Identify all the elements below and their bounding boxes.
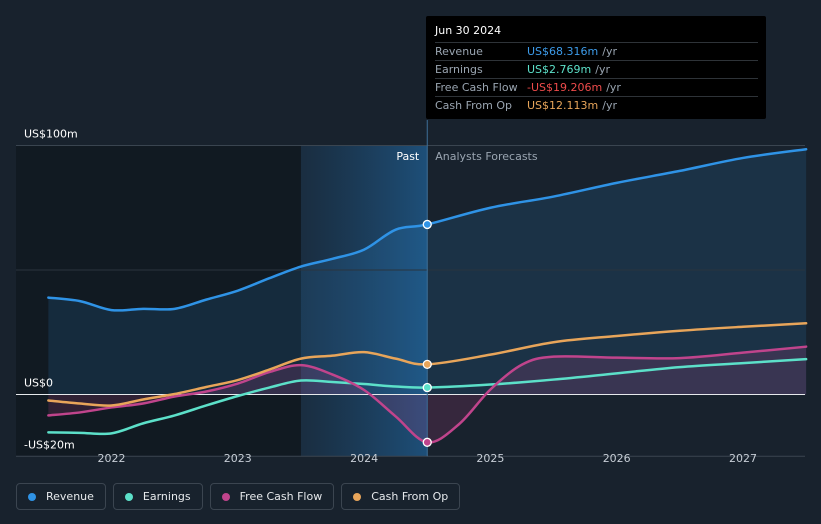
tooltip-row-revenue: Revenue US$68.316m /yr: [435, 42, 758, 60]
tooltip-row-cash-from-op: Cash From Op US$12.113m /yr: [435, 96, 758, 114]
legend-label: Cash From Op: [371, 490, 449, 503]
past-highlight-band: [300, 145, 428, 457]
tooltip-label: Revenue: [435, 45, 483, 58]
x-tick-label: 2027: [729, 452, 757, 465]
highlight-point-revenue: [422, 219, 432, 230]
tooltip-unit: /yr: [606, 81, 621, 94]
legend-dot-icon: [353, 492, 362, 501]
legend-item-free-cash-flow[interactable]: Free Cash Flow: [209, 483, 335, 510]
highlight-point-earnings: [422, 382, 432, 393]
legend-label: Revenue: [46, 490, 94, 503]
y-axis-label: US$0: [24, 377, 53, 390]
highlight-point-free-cash-flow: [422, 437, 432, 447]
legend-label: Free Cash Flow: [239, 490, 323, 503]
tooltip-unit: /yr: [602, 45, 617, 58]
tooltip-label: Earnings: [435, 63, 483, 76]
legend-dot-icon: [221, 492, 230, 501]
past-background: [16, 145, 301, 457]
tooltip-value: US$2.769m: [527, 63, 592, 76]
x-tick-label: 2026: [603, 452, 631, 465]
legend-dot-icon: [124, 492, 133, 501]
chart-legend: Revenue Earnings Free Cash Flow Cash Fro…: [16, 483, 461, 510]
highlight-point-cash-from-op: [422, 359, 432, 370]
series-line-revenue: [47, 147, 808, 312]
y-axis-label: US$100m: [24, 128, 78, 141]
legend-item-earnings[interactable]: Earnings: [112, 483, 203, 510]
data-tooltip: Jun 30 2024 Revenue US$68.316m /yr Earni…: [426, 16, 766, 119]
past-label: Past: [396, 150, 420, 163]
tooltip-label: Free Cash Flow: [435, 81, 518, 94]
tooltip-value: US$68.316m: [527, 45, 599, 58]
tooltip-value: -US$19.206m: [527, 81, 603, 94]
forecast-label: Analysts Forecasts: [435, 150, 538, 163]
x-tick-label: 2024: [350, 452, 378, 465]
legend-dot-icon: [28, 492, 36, 501]
legend-item-cash-from-op[interactable]: Cash From Op: [341, 483, 461, 510]
legend-item-revenue[interactable]: Revenue: [16, 483, 106, 510]
x-tick-label: 2025: [476, 452, 504, 465]
series-line-free-cash-flow: [47, 345, 808, 444]
tooltip-unit: /yr: [602, 99, 617, 112]
series-line-earnings: [47, 357, 808, 436]
tooltip-row-free-cash-flow: Free Cash Flow -US$19.206m /yr: [435, 78, 758, 96]
tooltip-unit: /yr: [595, 63, 610, 76]
x-tick-label: 2022: [98, 452, 126, 465]
y-axis-label: -US$20m: [24, 438, 75, 451]
series-line-cash-from-op: [47, 322, 808, 407]
tooltip-label: Cash From Op: [435, 99, 513, 112]
tooltip-value: US$12.113m: [527, 99, 599, 112]
tooltip-date: Jun 30 2024: [435, 24, 502, 37]
x-tick-label: 2023: [224, 452, 252, 465]
tooltip-row-earnings: Earnings US$2.769m /yr: [435, 60, 758, 78]
legend-label: Earnings: [142, 490, 191, 503]
